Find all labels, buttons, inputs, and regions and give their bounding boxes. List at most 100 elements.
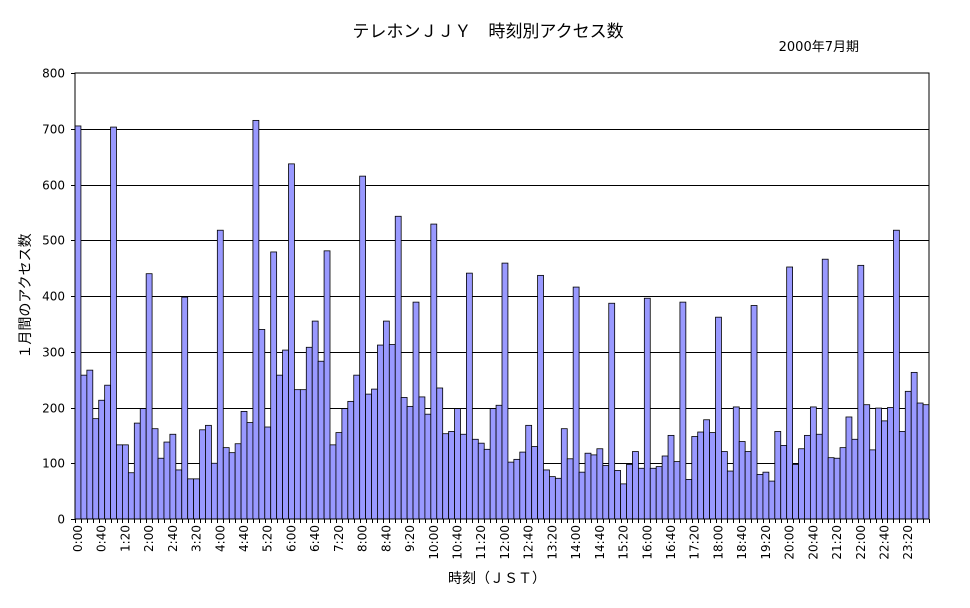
- bar: [709, 432, 716, 520]
- bar: [827, 457, 835, 520]
- x-tick-label: 7:20: [332, 525, 346, 552]
- bar: [721, 451, 728, 520]
- x-tick-label: 0:40: [95, 525, 109, 552]
- x-tick-label: 1:20: [118, 525, 132, 552]
- bar: [495, 404, 503, 520]
- bar: [798, 448, 805, 520]
- bar: [887, 407, 894, 520]
- x-tick-label: 22:00: [854, 525, 868, 560]
- bar: [626, 463, 633, 520]
- bar: [448, 431, 455, 520]
- bar: [845, 416, 853, 520]
- bar: [762, 471, 770, 520]
- bar: [210, 462, 218, 520]
- bar: [199, 429, 206, 520]
- x-tick-label: 12:40: [522, 525, 536, 560]
- bar: [691, 436, 699, 520]
- bar: [685, 479, 693, 520]
- bar: [86, 369, 94, 520]
- bar: [169, 433, 177, 520]
- bar: [347, 400, 355, 520]
- y-tick-label: 500: [42, 234, 65, 248]
- bar: [531, 446, 538, 520]
- bar: [264, 426, 272, 520]
- bar: [809, 406, 817, 520]
- bar: [893, 229, 900, 520]
- bar: [394, 215, 402, 520]
- bar: [359, 175, 367, 520]
- bar: [80, 374, 88, 520]
- bar: [412, 301, 420, 520]
- bar: [596, 448, 604, 520]
- x-tick-label: 4:00: [213, 525, 227, 552]
- bar: [815, 433, 823, 520]
- x-tick-label: 12:00: [498, 525, 512, 560]
- x-tick-label: 10:40: [451, 525, 465, 560]
- bar: [127, 472, 135, 520]
- x-tick-label: 8:40: [379, 525, 393, 552]
- bar: [851, 438, 859, 520]
- bar: [703, 419, 710, 520]
- bar: [804, 434, 811, 520]
- bar: [139, 408, 147, 520]
- bar: [294, 389, 301, 520]
- bar: [590, 454, 598, 520]
- bar: [193, 478, 200, 520]
- bar: [922, 404, 930, 520]
- bar: [145, 273, 153, 520]
- bar: [288, 163, 295, 520]
- bar: [353, 374, 361, 520]
- bar: [756, 473, 764, 520]
- bar: [560, 428, 568, 520]
- bar: [507, 461, 515, 520]
- bar: [554, 477, 562, 520]
- y-tick-label: 200: [42, 402, 65, 416]
- bar: [240, 410, 248, 520]
- bar: [839, 447, 847, 520]
- bar: [110, 126, 117, 520]
- bar: [418, 396, 426, 520]
- y-tick-label: 300: [42, 346, 65, 360]
- x-tick-label: 15:20: [617, 525, 631, 560]
- bar: [436, 387, 444, 520]
- bar: [738, 441, 746, 520]
- bar: [780, 445, 788, 520]
- bar: [406, 405, 414, 520]
- bar: [726, 470, 734, 520]
- bar: [786, 266, 793, 520]
- chart-title: テレホンＪＪＹ 時刻別アクセス数: [352, 22, 623, 42]
- x-tick-label: 14:40: [593, 525, 607, 560]
- bar: [638, 467, 645, 520]
- bar: [258, 329, 266, 520]
- x-tick-label: 6:40: [308, 525, 322, 552]
- bar: [317, 360, 325, 520]
- bar: [679, 301, 687, 520]
- bar: [904, 390, 912, 520]
- bar: [246, 422, 254, 520]
- bar: [549, 476, 556, 520]
- x-tick-label: 11:20: [474, 525, 488, 560]
- x-tick-label: 3:20: [190, 525, 204, 552]
- bar: [382, 320, 390, 520]
- bar: [602, 465, 610, 520]
- bar: [667, 434, 675, 520]
- bar: [74, 125, 82, 520]
- bar: [163, 441, 171, 520]
- x-tick-label: 16:40: [664, 525, 678, 560]
- bar: [466, 272, 473, 520]
- bar: [715, 316, 722, 520]
- bar: [388, 344, 396, 520]
- bar: [774, 431, 782, 520]
- bar: [460, 433, 467, 520]
- bar: [104, 384, 111, 520]
- x-tick-label: 13:20: [545, 525, 559, 560]
- bar: [732, 406, 740, 520]
- bar: [151, 428, 159, 520]
- y-tick-label: 400: [42, 290, 65, 304]
- bar: [454, 408, 461, 520]
- bar: [863, 404, 871, 520]
- x-tick-label: 17:20: [688, 525, 702, 560]
- x-tick-label: 8:00: [356, 525, 370, 552]
- bar: [875, 407, 882, 520]
- bar: [643, 297, 651, 520]
